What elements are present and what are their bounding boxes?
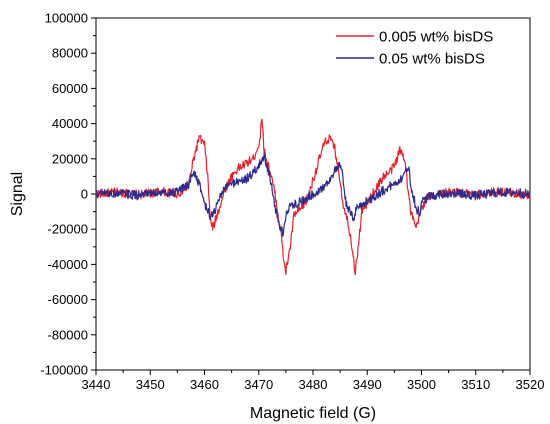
y-tick-label: -60000: [48, 292, 88, 307]
series-line: [95, 152, 531, 237]
x-tick-label: 3450: [136, 377, 165, 392]
y-tick-label: -80000: [48, 327, 88, 342]
x-tick-label: 3500: [407, 377, 436, 392]
x-tick-label: 3490: [353, 377, 382, 392]
x-axis-ticks: 3440 3450 3460 3470 3480 3490 3500 3510 3520: [82, 370, 545, 392]
x-axis-title: Magnetic field (G): [250, 405, 376, 422]
y-tick-label: 60000: [52, 81, 88, 96]
y-tick-label: -40000: [48, 257, 88, 272]
x-tick-label: 3440: [82, 377, 111, 392]
y-tick-label: 40000: [52, 116, 88, 131]
x-tick-label: 3510: [461, 377, 490, 392]
legend-label: 0.005 wt% bisDS: [379, 29, 493, 46]
y-tick-label: -100000: [40, 363, 88, 378]
series-layer: [95, 118, 531, 276]
x-tick-label: 3460: [190, 377, 219, 392]
x-tick-label: 3480: [299, 377, 328, 392]
y-axis-title: Signal: [9, 172, 26, 216]
legend-label: 0.05 wt% bisDS: [379, 51, 485, 68]
y-axis-ticks: 100000 80000 60000 40000 20000 0 -20000 -40000 -…: [40, 11, 96, 378]
x-tick-label: 3520: [516, 377, 545, 392]
y-tick-label: 0: [81, 187, 88, 202]
y-tick-label: 20000: [52, 151, 88, 166]
y-tick-label: 80000: [52, 46, 88, 61]
legend: 0.005 wt% bisDS 0.05 wt% bisDS: [336, 29, 493, 68]
y-tick-label: 100000: [45, 11, 88, 26]
y-tick-label: -20000: [48, 222, 88, 237]
x-tick-label: 3470: [244, 377, 273, 392]
